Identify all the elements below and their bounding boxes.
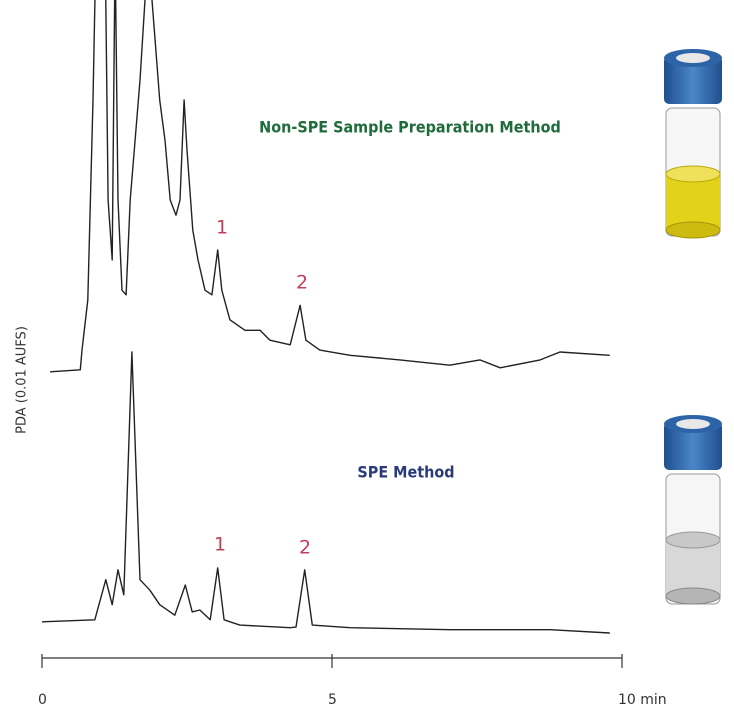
series-label: Non-SPE Sample Preparation Method: [259, 118, 561, 137]
series-label: SPE Method: [357, 463, 454, 482]
x-tick-label: 5: [328, 692, 337, 708]
x-tick-label: 10 min: [618, 692, 667, 708]
peak-label: 2: [299, 537, 311, 559]
vial-bottom: [664, 415, 722, 605]
x-tick-label: 0: [38, 692, 47, 708]
peak-label: 1: [214, 534, 226, 556]
y-axis-title: PDA (0.01 AUFS): [15, 326, 30, 434]
peak-label: 1: [216, 217, 228, 239]
trace: [50, 0, 610, 373]
plot-area: [41, 0, 610, 634]
trace: [41, 351, 610, 634]
vial-top: [664, 49, 722, 239]
peak-label: 2: [296, 272, 308, 294]
